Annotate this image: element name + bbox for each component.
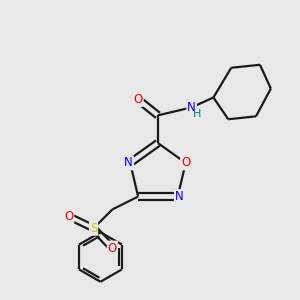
- Text: N: N: [124, 156, 133, 170]
- Text: S: S: [90, 222, 97, 235]
- Text: H: H: [193, 109, 201, 119]
- Text: N: N: [175, 190, 184, 203]
- Text: O: O: [108, 242, 117, 255]
- Text: N: N: [187, 101, 196, 114]
- Text: O: O: [134, 93, 143, 106]
- Text: O: O: [64, 210, 74, 223]
- Text: O: O: [181, 156, 190, 170]
